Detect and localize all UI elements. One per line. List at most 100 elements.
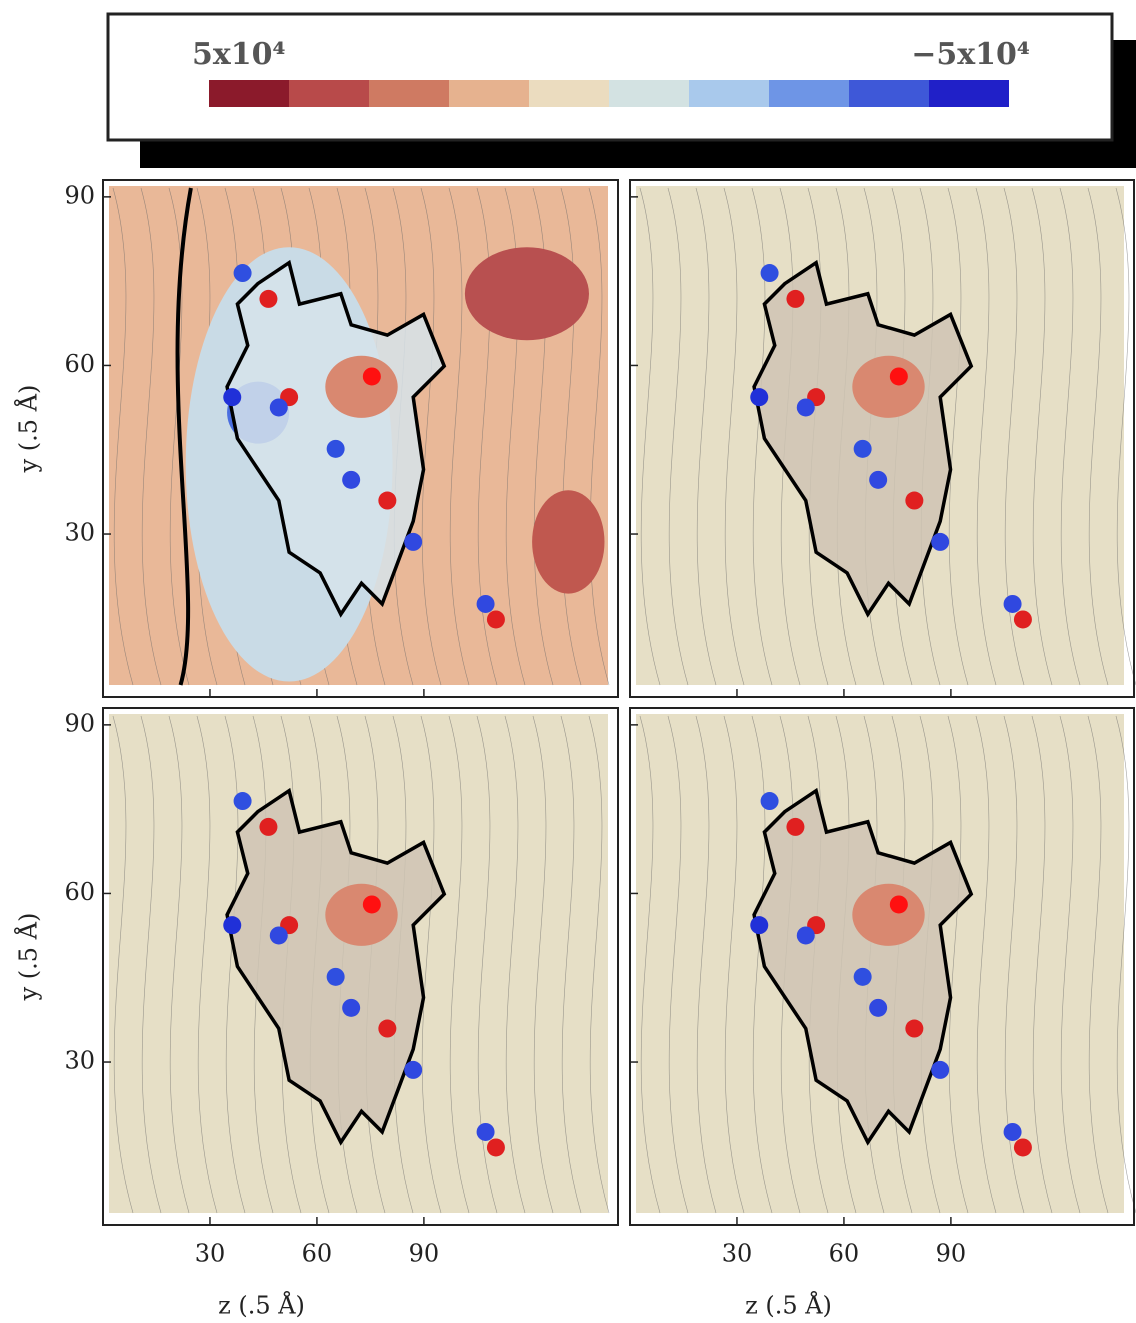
panel	[102, 707, 619, 1226]
potential-region	[852, 883, 925, 946]
y-tick-label: 30	[64, 1047, 95, 1075]
contour-line	[532, 715, 554, 1214]
panel	[102, 179, 619, 698]
contour-line	[1031, 715, 1053, 1214]
contour-line	[448, 187, 470, 686]
contour-line	[504, 715, 526, 1214]
contour-line	[140, 715, 162, 1214]
charge-spot	[486, 1138, 505, 1157]
molecule-surface	[225, 259, 447, 618]
charge-spot	[931, 532, 950, 551]
colorbar-swatch	[609, 80, 689, 107]
charge-spot	[326, 967, 345, 986]
y-tick-label: 90	[64, 709, 95, 737]
contour-line	[947, 187, 969, 686]
panel-frame	[102, 707, 619, 1226]
colorbar-swatch	[529, 80, 609, 107]
contour-line	[1031, 187, 1053, 686]
charge-spot	[342, 998, 361, 1017]
contour-line	[112, 187, 134, 686]
charge-spot	[760, 264, 779, 283]
contour-line	[975, 715, 997, 1214]
charge-spot	[223, 388, 242, 407]
charge-spot	[750, 916, 769, 935]
panel-frame	[102, 179, 619, 698]
colorbar-swatch	[689, 80, 769, 107]
contour-line	[588, 187, 610, 686]
contour-line	[196, 715, 218, 1214]
colorbar-swatch	[369, 80, 449, 107]
contour-line	[1087, 187, 1109, 686]
x-tick-label: 90	[409, 1240, 440, 1268]
y-tick-label: 30	[64, 519, 95, 547]
colorbar-swatch	[209, 80, 289, 107]
charge-spot	[476, 1122, 495, 1141]
contour-line	[1059, 187, 1081, 686]
charge-spot	[750, 388, 769, 407]
charge-spot	[486, 610, 505, 629]
panel-frame	[629, 707, 1135, 1226]
colorbar-swatch	[449, 80, 529, 107]
charge-spot	[378, 1019, 397, 1038]
contour-line	[448, 715, 470, 1214]
x-axis-label: z (.5 Å)	[745, 1291, 832, 1320]
colorbar-label: −5x10⁴	[911, 37, 1030, 72]
contour-line	[695, 715, 717, 1214]
x-axis-label: z (.5 Å)	[218, 1291, 305, 1320]
charge-spot	[1013, 1138, 1032, 1157]
charge-spot	[853, 967, 872, 986]
contour-line	[168, 187, 190, 686]
contour-line	[639, 187, 661, 686]
charge-spot	[796, 926, 815, 945]
charge-spot	[869, 470, 888, 489]
contour-line	[1115, 187, 1136, 686]
y-axis-label: y (.5 Å)	[14, 385, 43, 474]
contour-line	[1115, 715, 1136, 1214]
charge-spot	[1013, 610, 1032, 629]
contour-line	[476, 715, 498, 1214]
charge-spot	[404, 532, 423, 551]
contour-line	[751, 187, 773, 686]
potential-region	[325, 355, 398, 418]
contour-line	[1003, 715, 1025, 1214]
charge-spot	[476, 594, 495, 613]
charge-spot	[259, 289, 278, 308]
charge-spot	[853, 439, 872, 458]
charge-spot	[269, 398, 288, 417]
charge-spot	[1003, 594, 1022, 613]
charge-spot	[259, 817, 278, 836]
charge-spot	[796, 398, 815, 417]
molecule-surface	[752, 787, 974, 1146]
contour-line	[1003, 187, 1025, 686]
charge-spot	[362, 895, 381, 914]
contour-line	[723, 715, 745, 1214]
colorbar-label: 5x10⁴	[192, 37, 286, 72]
contour-line	[224, 715, 246, 1214]
charge-spot	[269, 926, 288, 945]
zero-contour	[175, 187, 193, 686]
contour-line	[420, 187, 442, 686]
y-tick-label: 60	[64, 878, 95, 906]
x-tick-label: 30	[722, 1240, 753, 1268]
colorbar-box	[106, 12, 1114, 142]
contour-line	[560, 187, 582, 686]
molecule-surface	[752, 259, 974, 618]
contour-line	[695, 187, 717, 686]
contour-line	[975, 187, 997, 686]
contour-line	[639, 715, 661, 1214]
contour-line	[667, 715, 689, 1214]
charge-spot	[760, 792, 779, 811]
panel	[629, 707, 1136, 1226]
charge-spot	[1003, 1122, 1022, 1141]
contour-line	[112, 715, 134, 1214]
charge-spot	[326, 439, 345, 458]
charge-spot	[905, 1019, 924, 1038]
charge-spot	[233, 792, 252, 811]
charge-spot	[233, 264, 252, 283]
y-axis-label: y (.5 Å)	[14, 913, 43, 1002]
charge-spot	[404, 1060, 423, 1079]
charge-spot	[362, 367, 381, 386]
contour-line	[723, 187, 745, 686]
